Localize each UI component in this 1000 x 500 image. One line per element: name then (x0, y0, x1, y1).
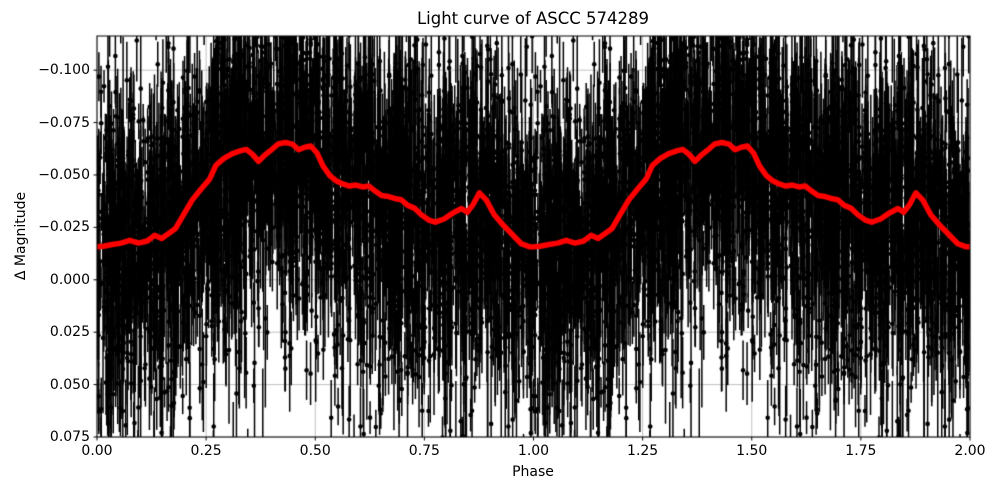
y-axis-label: Δ Magnitude (13, 191, 29, 281)
y-tick-label: −0.025 (38, 219, 90, 236)
x-tick-label: 1.00 (517, 443, 550, 459)
chart-title: Light curve of ASCC 574289 (416, 9, 650, 28)
y-tick-label: 0.075 (49, 429, 90, 445)
x-axis-label: Phase (512, 464, 554, 480)
x-tick-label: 2.00 (954, 443, 986, 459)
x-tick-label: 0.25 (190, 443, 222, 459)
x-tick-label: 0.50 (299, 443, 331, 459)
x-tick-label: 1.25 (627, 443, 659, 459)
y-tick-label: −0.050 (38, 166, 90, 183)
y-tick-label: 0.000 (49, 271, 90, 288)
y-tick-label: −0.100 (38, 62, 90, 79)
x-tick-label: 0.75 (408, 443, 440, 459)
x-tick-label: 1.50 (736, 443, 768, 459)
y-tick-label: −0.075 (38, 114, 90, 131)
y-tick-label: 0.050 (49, 376, 90, 393)
x-tick-label: 1.75 (845, 443, 877, 459)
y-tick-label: 0.025 (49, 324, 90, 341)
x-tick-label: 0.00 (81, 443, 113, 459)
